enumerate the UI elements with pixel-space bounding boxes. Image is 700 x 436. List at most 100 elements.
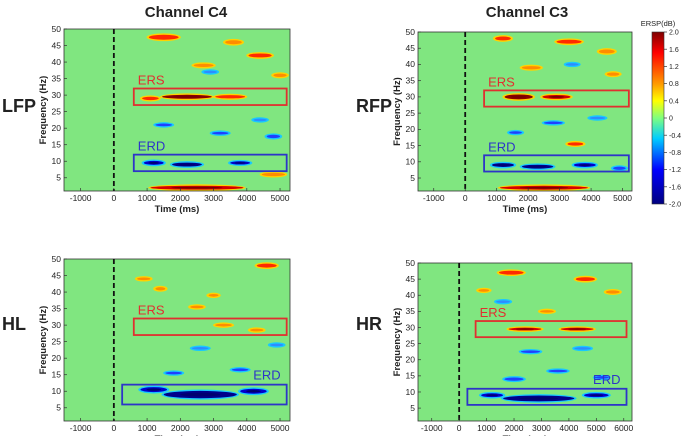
colorbar-tick-label: 0.4 — [669, 98, 679, 105]
ersp-blob — [509, 131, 522, 134]
y-tick-label: 5 — [56, 173, 61, 183]
x-tick-label: 4000 — [559, 423, 578, 433]
ersp-blob — [250, 328, 264, 332]
plot-frame — [417, 262, 633, 422]
y-tick-label: 10 — [52, 156, 62, 166]
erd-region-box — [483, 154, 630, 173]
x-tick-label: 0 — [111, 423, 116, 433]
y-tick-label: 35 — [52, 303, 62, 313]
erd-region-label: ERD — [253, 368, 280, 383]
ersp-blob — [248, 53, 272, 58]
y-tick-label: 10 — [406, 157, 416, 167]
y-tick-label: 30 — [406, 322, 416, 332]
x-tick-label: 0 — [463, 193, 468, 203]
ersp-blob — [155, 123, 173, 127]
erd-region-box — [121, 383, 288, 406]
x-tick-label: -1000 — [423, 193, 445, 203]
ersp-blob — [142, 96, 159, 101]
ersp-blob — [165, 371, 182, 375]
ersp-blob — [496, 300, 510, 303]
x-axis-label: Time (ms) — [503, 434, 548, 436]
colorbar-tick-label: 1.2 — [669, 64, 679, 71]
colorbar: ERSP(dB) 2.0 1.6 1.2 0.8 0.4 0 -0.4 -0.8 -1.2 -1.… — [641, 19, 681, 209]
x-tick-label: 3000 — [204, 423, 223, 433]
panel-lfp: 5 10 15 20 25 30 35 40 45 50 -1000 0 1000 2000 3000 400… — [2, 24, 291, 215]
ersp-blob-core — [510, 95, 527, 99]
x-tick-label: 4000 — [237, 423, 256, 433]
ersp-blob — [543, 121, 563, 125]
ersp-blob-core — [171, 186, 223, 189]
x-tick-label: 3000 — [550, 193, 569, 203]
plot-frame — [63, 258, 291, 422]
ersp-blob — [605, 290, 620, 294]
colorbar-label: ERSP(dB) — [641, 19, 676, 28]
colorbar-tick-label: -2.0 — [669, 202, 681, 209]
condition-label: RFP — [356, 96, 392, 116]
x-axis-label: Time (ms) — [155, 204, 200, 215]
x-tick-label: 4000 — [237, 193, 256, 203]
panel-rfp: 5 10 15 20 25 30 35 40 45 50 -1000 0 1000 2000 3000 400… — [356, 27, 633, 215]
ersp-blob — [270, 343, 284, 347]
condition-label: LFP — [2, 96, 36, 116]
ersp-blobs — [134, 262, 286, 400]
y-tick-label: 45 — [52, 270, 62, 280]
colorbar-tick-label: 2.0 — [669, 30, 679, 37]
ers-region-label: ERS — [488, 74, 515, 89]
ersp-blob — [575, 277, 595, 282]
y-tick-label: 5 — [410, 173, 415, 183]
ersp-blob — [589, 116, 606, 120]
erd-region-box — [132, 153, 288, 173]
ersp-blob-core — [515, 328, 535, 330]
ersp-blob-core — [178, 163, 196, 166]
ers-region-box — [132, 317, 288, 336]
ersp-blobs — [476, 269, 622, 403]
ersp-blob — [208, 294, 219, 297]
y-tick-label: 35 — [52, 73, 62, 83]
ersp-blob — [613, 166, 626, 170]
ersp-blob-core — [548, 95, 565, 98]
plot-frame — [417, 31, 633, 192]
ersp-blob — [231, 368, 249, 372]
y-axis-label: Frequency (Hz) — [38, 306, 49, 375]
ersp-blob-core — [486, 394, 499, 397]
colorbar-tick-label: -0.8 — [669, 150, 681, 157]
x-tick-label: 1000 — [138, 193, 157, 203]
ersp-blob — [215, 95, 246, 99]
ers-region-box — [132, 87, 288, 106]
ersp-blob — [148, 34, 179, 40]
y-tick-label: 15 — [52, 140, 62, 150]
ersp-blob — [190, 305, 204, 309]
ersp-blob — [521, 66, 541, 70]
y-tick-label: 5 — [410, 403, 415, 413]
ersp-blob — [211, 131, 229, 135]
x-tick-label: 3000 — [532, 423, 551, 433]
panel-hr: 5 10 15 20 25 30 35 40 45 50 -1000 0 1000 2000 3000 400… — [356, 258, 633, 436]
ersp-blobs — [139, 33, 289, 191]
y-tick-label: 30 — [52, 90, 62, 100]
channel-title-c4: Channel C4 — [145, 4, 228, 21]
ers-region-box — [474, 320, 628, 339]
ersp-blob — [261, 172, 286, 177]
ersp-blob — [193, 63, 214, 68]
ersp-blobs — [489, 35, 628, 191]
y-tick-label: 50 — [406, 27, 416, 37]
ersp-blob — [504, 377, 524, 381]
ersp-blob-core — [528, 165, 547, 168]
y-tick-label: 20 — [52, 353, 62, 363]
y-tick-label: 25 — [406, 108, 416, 118]
ersp-blob — [540, 310, 554, 313]
ersp-blob-core — [496, 164, 510, 167]
y-axis-label: Frequency (Hz) — [392, 77, 403, 146]
y-tick-label: 15 — [52, 370, 62, 380]
ersp-blob — [565, 63, 579, 66]
ersp-blob — [567, 142, 584, 146]
y-axis-label: Frequency (Hz) — [392, 308, 403, 377]
x-tick-label: 1000 — [477, 423, 496, 433]
y-tick-label: 20 — [52, 123, 62, 133]
ersp-blob — [137, 277, 151, 281]
ersp-blob-core — [519, 186, 569, 189]
ersp-blob — [266, 134, 281, 139]
x-tick-label: 2000 — [171, 423, 190, 433]
colorbar-tick-label: -1.6 — [669, 184, 681, 191]
x-tick-label: 2000 — [171, 193, 190, 203]
